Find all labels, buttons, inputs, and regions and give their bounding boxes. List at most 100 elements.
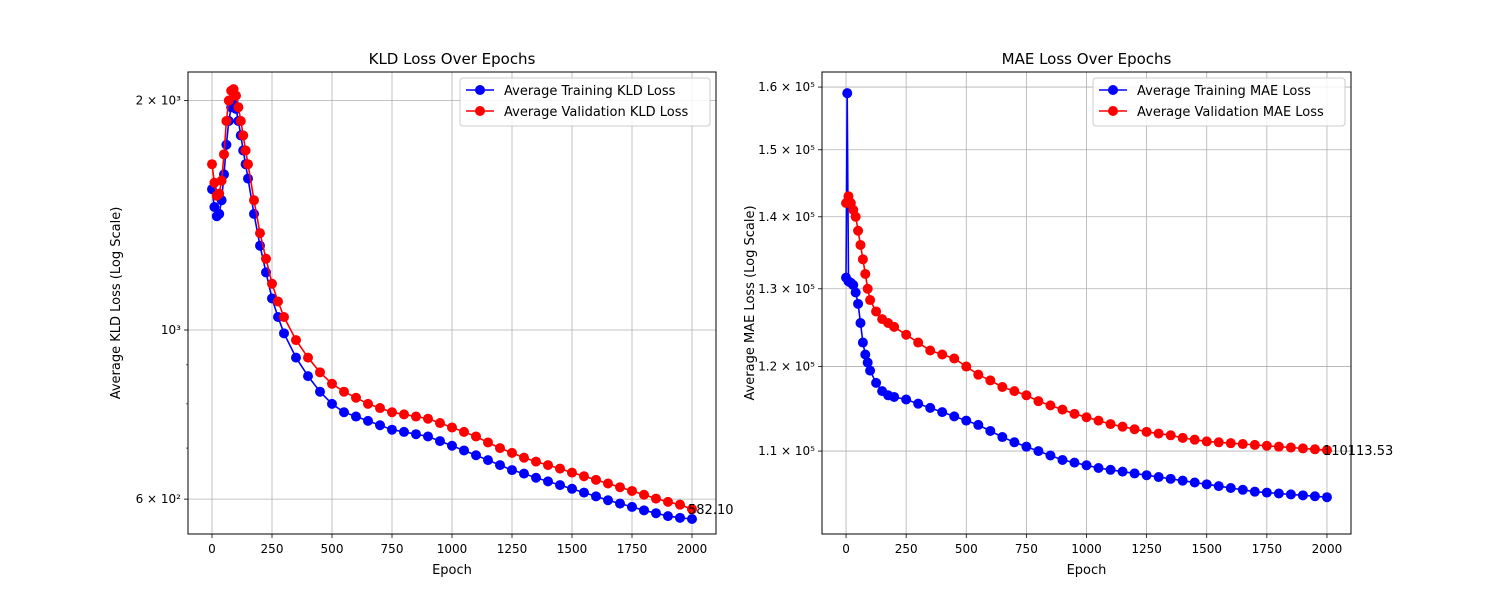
data-point [1081, 412, 1092, 423]
legend-marker [1108, 85, 1118, 95]
data-point [1201, 436, 1212, 447]
data-point [1093, 415, 1104, 426]
mae-chart: 0 250 500 750 1000 1250 1500 1750 2000 1.1 × 10⁵ 1… [743, 50, 1393, 578]
data-point [555, 480, 565, 491]
data-point [1141, 470, 1152, 481]
legend: Average Training MAE Loss Average Validat… [1092, 77, 1346, 127]
data-point [985, 375, 996, 386]
data-point [1225, 438, 1236, 449]
data-point [207, 159, 217, 170]
data-point [219, 149, 229, 160]
x-tick-label: 0 [208, 542, 216, 556]
data-point [663, 496, 673, 507]
data-point [1177, 432, 1188, 443]
data-point [1273, 488, 1284, 499]
data-point [1249, 439, 1260, 450]
data-point [531, 456, 541, 467]
plot-area [841, 88, 1332, 503]
data-point [216, 175, 227, 186]
data-point [1177, 475, 1188, 486]
data-point [925, 345, 936, 356]
data-point [663, 511, 673, 522]
data-point [507, 465, 517, 476]
x-tick-label: 750 [381, 542, 404, 556]
data-point [1189, 434, 1200, 445]
x-tick-label: 1250 [1131, 542, 1162, 556]
data-point [291, 352, 301, 363]
data-point [1321, 492, 1332, 503]
data-point [1057, 404, 1068, 415]
data-point [675, 499, 685, 510]
data-point [543, 476, 553, 487]
data-point [339, 386, 349, 397]
data-point [997, 432, 1008, 443]
data-point [249, 195, 259, 206]
data-point [1225, 482, 1236, 493]
data-point [1093, 463, 1104, 474]
data-point [1153, 428, 1164, 439]
legend: Average Training KLD Loss Average Validat… [459, 77, 711, 127]
data-point [223, 95, 234, 106]
data-point [949, 411, 960, 422]
data-point [459, 426, 469, 437]
data-point [531, 472, 541, 483]
data-point [1009, 437, 1020, 448]
data-point [375, 403, 385, 414]
legend-box [1092, 77, 1346, 127]
data-point [865, 295, 876, 306]
data-point [273, 296, 283, 307]
data-point [435, 418, 445, 429]
data-point [937, 407, 948, 418]
data-point [261, 253, 271, 264]
data-point [860, 268, 871, 279]
data-point [1069, 457, 1080, 468]
data-point [567, 467, 577, 478]
data-point [1105, 464, 1116, 475]
data-point [303, 371, 313, 382]
data-point [1117, 466, 1128, 477]
data-point [853, 225, 864, 236]
data-point [1021, 441, 1032, 452]
data-point [1045, 400, 1056, 411]
data-point [579, 487, 589, 498]
data-point [973, 419, 984, 430]
data-point [279, 312, 289, 323]
data-point [375, 420, 385, 431]
data-point [351, 411, 361, 422]
x-tick-label: 1250 [497, 542, 528, 556]
data-point [363, 415, 373, 426]
data-point [507, 447, 517, 458]
data-point [1213, 481, 1224, 492]
data-point [862, 357, 873, 368]
data-point [435, 436, 445, 447]
data-point [1021, 390, 1032, 401]
y-tick-label: 1.6 × 10⁵ [758, 80, 815, 94]
data-point [214, 208, 225, 219]
data-point [1213, 437, 1224, 448]
data-point [327, 398, 337, 409]
data-point [591, 474, 601, 485]
data-point [615, 482, 625, 493]
data-point [1033, 396, 1044, 407]
data-point [1297, 443, 1308, 454]
data-point [1321, 445, 1332, 456]
data-point [1153, 472, 1164, 483]
chart-title: KLD Loss Over Epochs [369, 50, 536, 68]
data-point [1249, 486, 1260, 497]
data-point [1201, 479, 1212, 490]
data-point [291, 335, 301, 346]
data-point [591, 491, 601, 502]
data-point [651, 493, 661, 504]
data-point [1189, 477, 1200, 488]
x-tick-label: 2000 [1312, 542, 1343, 556]
y-axis-label: Average MAE Loss (Log Scale) [743, 205, 758, 400]
data-point [913, 337, 924, 348]
data-point [913, 398, 924, 409]
data-point [279, 328, 289, 339]
x-tick-label: 0 [842, 542, 850, 556]
x-tick-label: 2000 [677, 542, 708, 556]
x-axis-label: Epoch [1067, 563, 1107, 578]
data-point [1165, 473, 1176, 484]
data-point [315, 386, 325, 397]
